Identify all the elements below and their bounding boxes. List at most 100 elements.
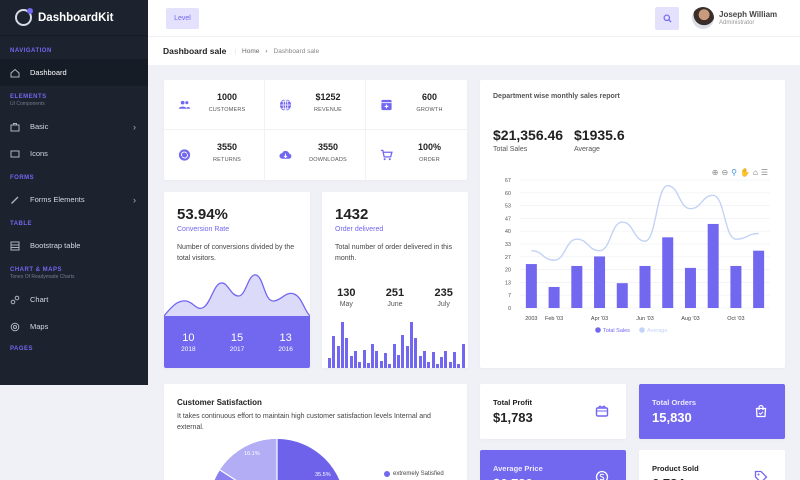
svg-text:53: 53: [505, 204, 511, 210]
mini-bar: [349, 356, 353, 368]
customer-satisfaction-card: Customer Satisfaction It takes continuou…: [164, 384, 467, 480]
sidebar-item-label: Maps: [30, 322, 49, 331]
mini-bar: [418, 356, 422, 368]
conversion-card: 53.94% Conversion Rate Number of convers…: [164, 192, 310, 368]
mini-bar: [340, 322, 344, 368]
table-icon: [10, 241, 20, 251]
svg-text:Aug '03: Aug '03: [681, 316, 699, 322]
bar[interactable]: [548, 286, 560, 308]
cart-icon: [380, 149, 393, 161]
order-card: 1432 Order delivered Total number of ord…: [322, 192, 468, 368]
user-name[interactable]: Joseph William: [719, 10, 778, 19]
sidebar-item-icons[interactable]: Icons: [0, 140, 148, 167]
satisfaction-pie-chart: [214, 439, 340, 480]
average-label: Average: [574, 146, 600, 153]
stat-label: RETURNS: [213, 157, 241, 163]
sidebar-item-basic[interactable]: Basic ›: [0, 113, 148, 140]
sidebar-item-maps[interactable]: Maps: [0, 313, 148, 340]
mini-bar: [435, 364, 439, 368]
svg-text:20: 20: [505, 268, 511, 274]
stat-label: DOWNLOADS: [309, 157, 347, 163]
users-icon: [178, 100, 191, 109]
pan-icon[interactable]: ✋: [740, 168, 750, 177]
sidebar-item-forms-elements[interactable]: Forms Elements ›: [0, 186, 148, 213]
stat-label: REVENUE: [314, 107, 342, 113]
mini-bar: [345, 338, 349, 368]
chart-icon: [10, 295, 20, 305]
svg-text:33: 33: [505, 242, 511, 248]
bar[interactable]: [730, 265, 742, 308]
mini-bar: [401, 335, 405, 368]
kpi-title: Total Orders: [652, 398, 697, 407]
calendar-plus-icon: [381, 99, 392, 110]
pen-icon: [10, 195, 20, 205]
svg-text:Apr '03: Apr '03: [591, 316, 608, 322]
stat-value: 100%: [417, 142, 442, 152]
kpi-value: $1,783: [493, 410, 533, 425]
nav-subcaption: Tones Of Readymade Charts: [10, 274, 75, 280]
breadcrumb-current: Dashboard sale: [273, 47, 320, 55]
svg-text:2003: 2003: [525, 316, 537, 322]
bar[interactable]: [753, 250, 765, 308]
chevron-right-icon: ›: [133, 121, 136, 132]
zoom-in-icon[interactable]: ⊕: [711, 168, 719, 177]
level-button[interactable]: Level: [166, 8, 199, 29]
conversion-area-chart: [164, 274, 310, 318]
conversion-stat: 15 2017: [229, 331, 245, 353]
bar[interactable]: [684, 267, 696, 308]
nav-subcaption: UI Components: [10, 101, 45, 107]
globe-icon: [279, 98, 292, 111]
home-icon: [10, 68, 20, 78]
chart-toolbar: ⊕ ⊖ ⚲ ✋ ⌂ ☰: [712, 168, 768, 177]
zoom-out-icon[interactable]: ⊖: [721, 168, 729, 177]
stat-label: ORDER: [419, 157, 440, 163]
selection-zoom-icon[interactable]: ⚲: [731, 168, 738, 177]
mini-bar: [371, 344, 375, 368]
bar[interactable]: [639, 265, 651, 308]
svg-text:60: 60: [505, 191, 511, 197]
order-mini-bar-chart: [328, 322, 465, 368]
stat-value: 3550: [317, 142, 339, 152]
search-button[interactable]: [655, 7, 679, 30]
legend-item[interactable]: extremely Satisfied: [384, 471, 444, 477]
tag-icon: [754, 470, 768, 480]
mini-bar: [461, 344, 465, 368]
kpi-total-profit: Total Profit $1,783: [480, 384, 626, 439]
nav-caption-elements: ELEMENTS: [10, 94, 47, 100]
divider: |: [234, 47, 237, 55]
bar[interactable]: [616, 283, 628, 308]
breadcrumb-home[interactable]: Home: [242, 47, 260, 55]
reset-home-icon[interactable]: ⌂: [752, 168, 758, 177]
month-stat: 251 June: [385, 287, 405, 308]
bar[interactable]: [662, 237, 674, 308]
sidebar-item-bootstrap-table[interactable]: Bootstrap table: [0, 232, 148, 259]
shopping-bag-icon: [755, 404, 767, 418]
mini-bar: [453, 352, 457, 368]
svg-text:27: 27: [505, 255, 511, 261]
avatar[interactable]: [692, 7, 714, 29]
kpi-title: Total Profit: [493, 398, 533, 407]
sales-report-title: Department wise monthly sales report: [493, 93, 620, 100]
menu-icon[interactable]: ☰: [760, 168, 768, 177]
nav-caption-forms: FORMS: [10, 175, 35, 181]
average-value: $1935.6: [574, 127, 625, 143]
mini-bar: [379, 361, 383, 368]
sidebar: DashboardKit NAVIGATION Dashboard ELEMEN…: [0, 0, 148, 385]
logo-icon: [15, 8, 33, 26]
sidebar-item-chart[interactable]: Chart: [0, 286, 148, 313]
sidebar-item-dashboard[interactable]: Dashboard: [0, 59, 148, 86]
brand[interactable]: DashboardKit: [0, 0, 148, 36]
sidebar-item-label: Dashboard: [30, 68, 67, 77]
stat-downloads: 3550 DOWNLOADS: [265, 130, 366, 180]
bar[interactable]: [571, 265, 583, 308]
mini-bar: [431, 352, 435, 368]
bar[interactable]: [707, 223, 719, 308]
legend-label: extremely Satisfied: [393, 471, 444, 477]
bar[interactable]: [525, 264, 537, 308]
dollar-circle-icon: [595, 470, 609, 480]
mini-bar: [397, 355, 400, 368]
total-sales-label: Total Sales: [493, 146, 528, 153]
bar[interactable]: [594, 256, 606, 308]
mini-bar: [392, 344, 396, 368]
map-icon: [10, 322, 20, 332]
